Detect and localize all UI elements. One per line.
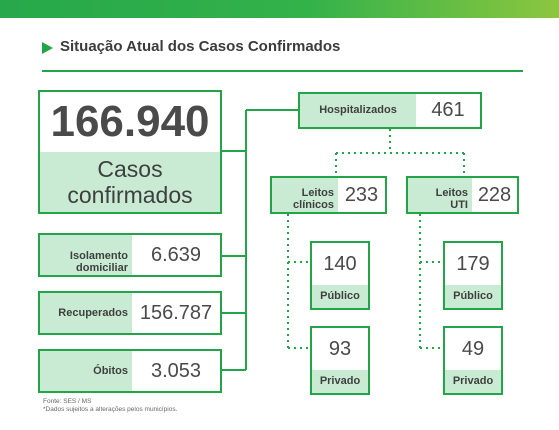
hospitalizados-label: Hospitalizados [300, 94, 416, 127]
isolamento-label-line1: Isolamento [69, 249, 128, 262]
leitos-clinicos-label-line2: clínicos [293, 199, 334, 212]
title-divider [42, 70, 523, 72]
leitos-uti-value: 228 [477, 183, 512, 206]
recuperados-card: Recuperados 156.787 [38, 291, 222, 335]
leitos-clinicos-value: 233 [344, 183, 379, 206]
obitos-value: 3.053 [150, 359, 202, 382]
clinicos-publico-value: 140 [323, 252, 357, 275]
uti-publico-card: 179 Público [443, 241, 503, 310]
uti-publico-value: 179 [456, 252, 490, 275]
recuperados-value: 156.787 [139, 301, 213, 324]
play-arrow-icon [42, 42, 53, 54]
footer-source: Fonte: SES / MS [43, 398, 92, 405]
leitos-uti-label-line1: Leitos [435, 186, 468, 199]
leitos-uti-label-line2: UTI [450, 199, 468, 212]
page-title: Situação Atual dos Casos Confirmados [60, 38, 341, 55]
clinicos-privado-value: 93 [328, 337, 352, 360]
leitos-clinicos-card: Leitos clínicos 233 [270, 176, 387, 214]
uti-privado-card: 49 Privado [443, 326, 503, 395]
top-banner [0, 0, 559, 18]
leitos-clinicos-label-line1: Leitos [301, 186, 334, 199]
total-cases-label-line2: confirmados [67, 182, 193, 208]
footer-note: *Dados sujeitos a alterações pelos munic… [43, 406, 178, 413]
total-cases-card: 166.940 Casos confirmados [38, 90, 222, 214]
total-cases-value: 166.940 [50, 97, 210, 146]
total-cases-label: Casos confirmados [40, 152, 220, 212]
hospitalizados-card: Hospitalizados 461 [298, 92, 482, 129]
leitos-clinicos-label: Leitos clínicos [272, 178, 338, 212]
clinicos-publico-card: 140 Público [310, 241, 370, 310]
total-cases-label-line1: Casos [97, 155, 163, 182]
leitos-uti-label: Leitos UTI [408, 178, 472, 212]
isolamento-label: Isolamento domiciliar [40, 235, 132, 275]
leitos-uti-card: Leitos UTI 228 [406, 176, 519, 214]
isolamento-card: Isolamento domiciliar 6.639 [38, 233, 222, 277]
recuperados-label: Recuperados [40, 293, 132, 333]
uti-privado-label: Privado [445, 370, 501, 393]
isolamento-label-line2: domiciliar [76, 262, 128, 275]
obitos-card: Óbitos 3.053 [38, 349, 222, 393]
isolamento-value: 6.639 [150, 243, 202, 266]
hospitalizados-value: 461 [431, 99, 465, 121]
clinicos-privado-label: Privado [312, 370, 368, 393]
clinicos-privado-card: 93 Privado [310, 326, 370, 395]
obitos-label: Óbitos [40, 351, 132, 391]
uti-privado-value: 49 [461, 337, 485, 360]
clinicos-publico-label: Público [312, 285, 368, 308]
uti-publico-label: Público [445, 285, 501, 308]
